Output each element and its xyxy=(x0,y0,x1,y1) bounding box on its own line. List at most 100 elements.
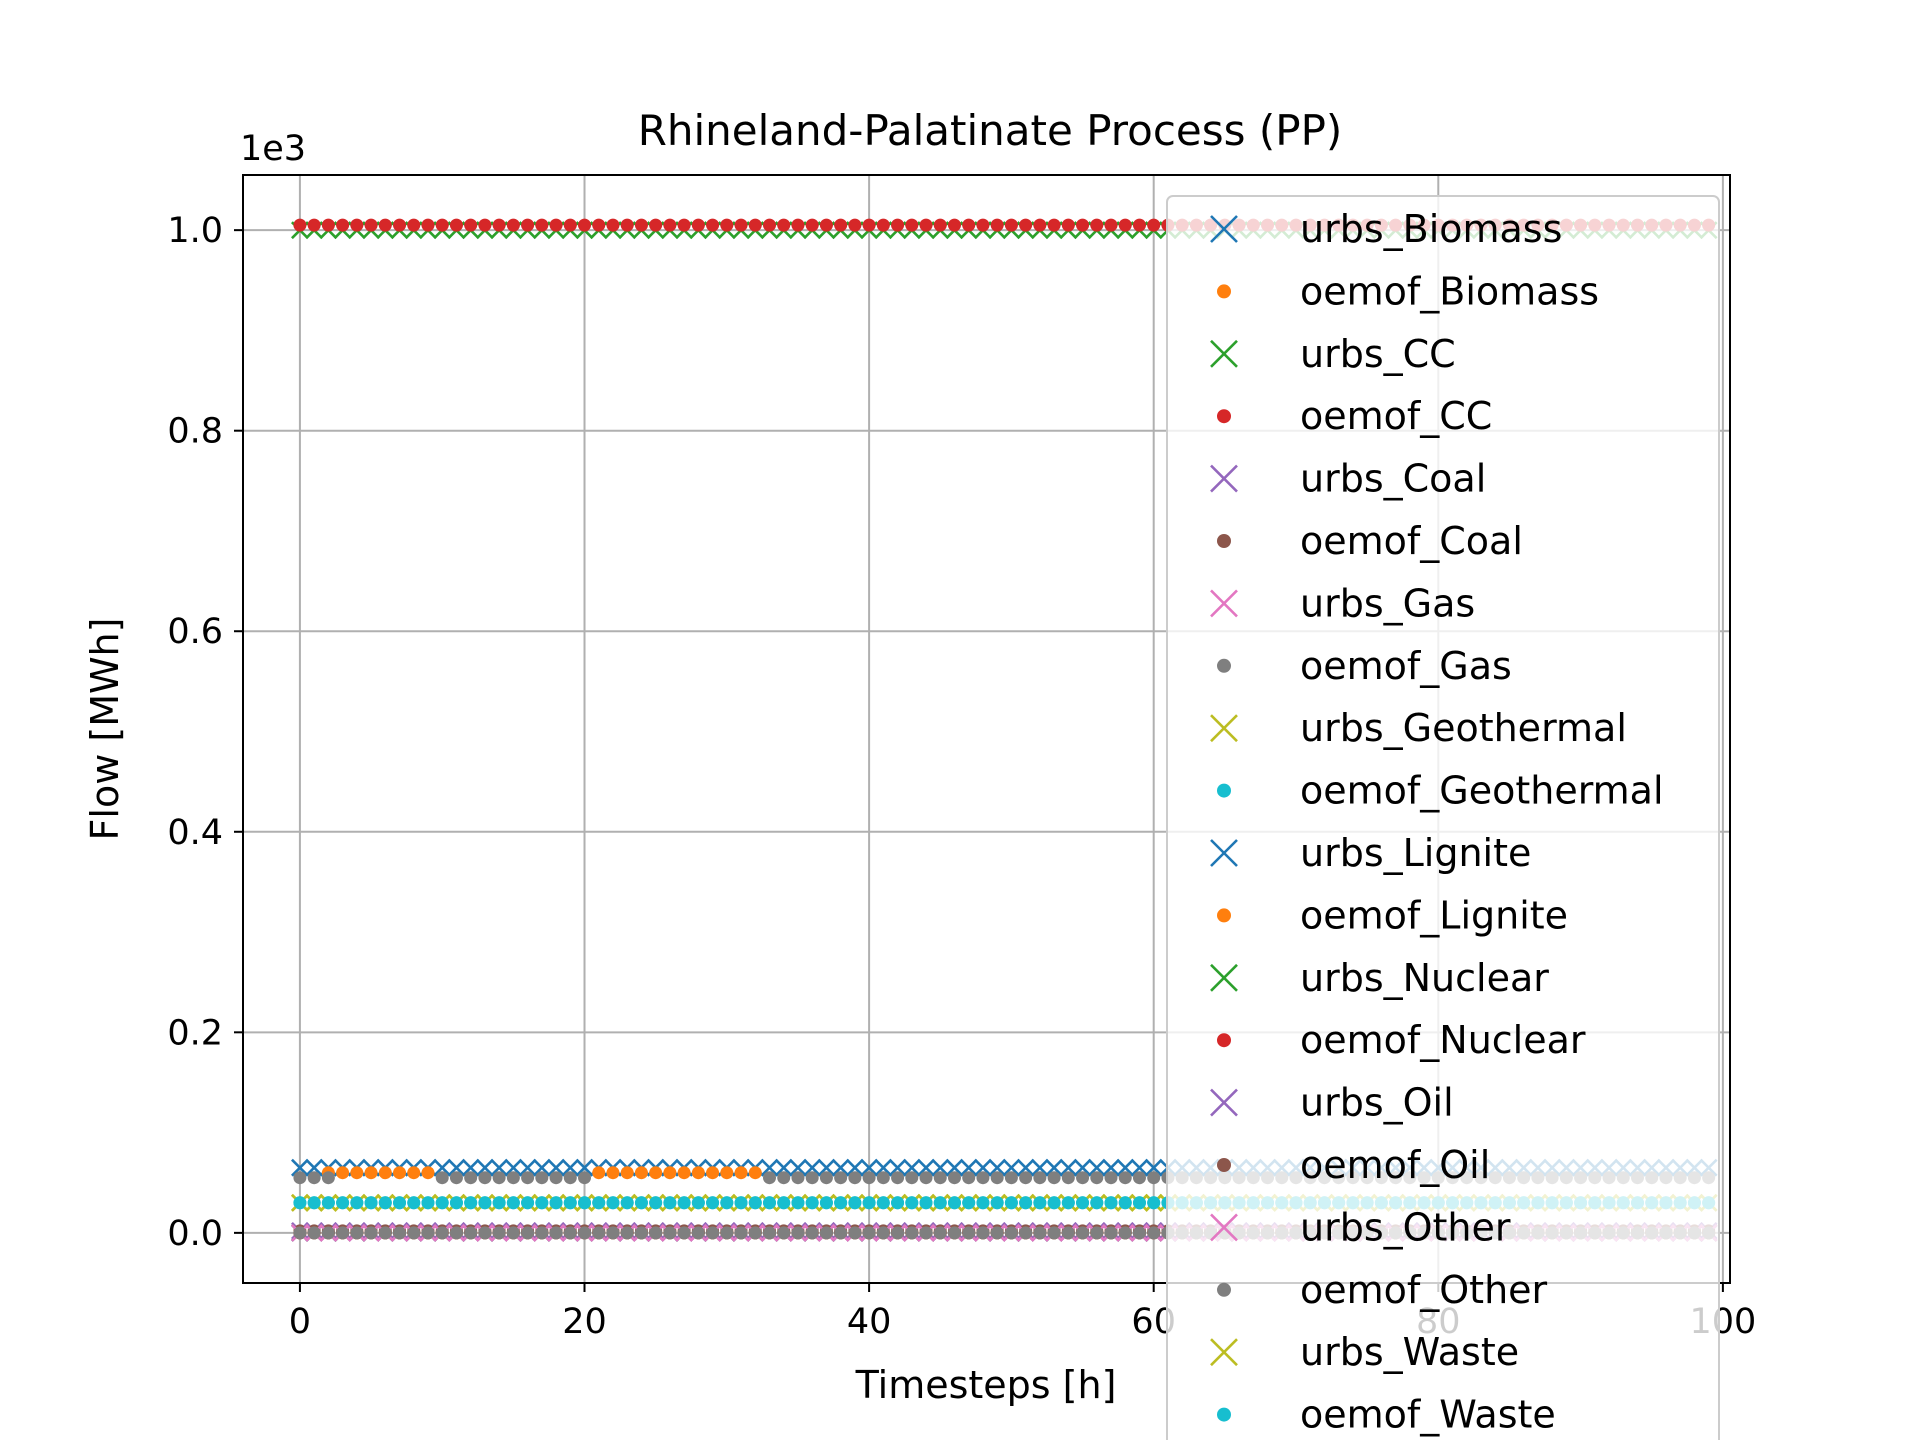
x-tick-label: 20 xyxy=(562,1302,607,1342)
data-point xyxy=(848,1171,862,1185)
data-point xyxy=(464,218,478,232)
data-point xyxy=(876,1226,890,1240)
y-tick-label: 0.4 xyxy=(167,813,223,853)
data-point xyxy=(1019,1171,1033,1185)
data-point xyxy=(933,1171,947,1185)
data-point xyxy=(1030,1158,1049,1177)
legend-item: oemof_Coal xyxy=(1217,519,1523,563)
data-point xyxy=(976,1196,990,1210)
data-point xyxy=(293,1226,307,1240)
legend-label: oemof_Other xyxy=(1300,1268,1548,1312)
data-point xyxy=(364,218,378,232)
data-point xyxy=(378,1166,392,1180)
data-point xyxy=(563,1196,577,1210)
legend-item: urbs_Other xyxy=(1210,1205,1511,1249)
data-point xyxy=(734,218,748,232)
data-point xyxy=(563,1226,577,1240)
data-point xyxy=(578,218,592,232)
data-point xyxy=(1059,1158,1078,1177)
data-point xyxy=(592,218,606,232)
data-point xyxy=(1104,1226,1118,1240)
data-point xyxy=(1033,218,1047,232)
data-point xyxy=(691,1166,705,1180)
legend-label: oemof_Biomass xyxy=(1300,269,1599,313)
data-point xyxy=(393,1166,407,1180)
legend-label: oemof_Waste xyxy=(1300,1393,1556,1437)
data-point xyxy=(962,1226,976,1240)
data-point xyxy=(561,1158,580,1177)
data-point xyxy=(435,1171,449,1185)
legend-label: urbs_Waste xyxy=(1300,1330,1519,1374)
data-point xyxy=(563,218,577,232)
legend-marker xyxy=(1217,908,1231,923)
y-axis-label: Flow [MWh] xyxy=(83,618,127,841)
data-point xyxy=(1104,1171,1118,1185)
data-point xyxy=(492,218,506,232)
legend-label: oemof_Lignite xyxy=(1300,893,1568,937)
data-point xyxy=(805,1196,819,1210)
data-point xyxy=(834,1196,848,1210)
legend-marker xyxy=(1210,839,1238,867)
data-point xyxy=(1047,1196,1061,1210)
data-point xyxy=(1016,1158,1035,1177)
legend-item: urbs_CC xyxy=(1210,332,1456,376)
data-point xyxy=(1118,218,1132,232)
data-point xyxy=(1104,218,1118,232)
data-point xyxy=(1147,1171,1161,1185)
data-point xyxy=(931,1158,950,1177)
legend-label: oemof_Gas xyxy=(1300,644,1512,688)
data-point xyxy=(1102,1158,1120,1177)
data-point xyxy=(762,1226,776,1240)
data-point xyxy=(691,1196,705,1210)
data-point xyxy=(578,1226,592,1240)
legend-marker xyxy=(1210,1338,1238,1367)
data-point xyxy=(364,1166,378,1180)
data-point xyxy=(1033,1226,1047,1240)
legend-item: urbs_Lignite xyxy=(1210,831,1531,875)
legend-marker xyxy=(1210,215,1238,243)
data-point xyxy=(649,1196,663,1210)
data-point xyxy=(819,1171,833,1185)
data-point xyxy=(891,1226,905,1240)
data-point xyxy=(1104,1196,1118,1210)
data-point xyxy=(860,1158,879,1177)
data-point xyxy=(535,218,549,232)
data-point xyxy=(620,1166,634,1180)
data-point xyxy=(1002,1158,1021,1177)
legend-label: urbs_Nuclear xyxy=(1300,956,1549,1000)
data-point xyxy=(891,218,905,232)
data-point xyxy=(862,1171,876,1185)
data-point xyxy=(393,1226,407,1240)
data-point xyxy=(1076,218,1090,232)
legend-item: oemof_Geothermal xyxy=(1217,769,1664,813)
legend-marker xyxy=(1210,464,1238,493)
data-point xyxy=(862,1226,876,1240)
data-point xyxy=(1118,1226,1132,1240)
legend-item: urbs_Coal xyxy=(1210,457,1486,501)
data-point xyxy=(677,1166,691,1180)
data-point xyxy=(407,1226,421,1240)
data-point xyxy=(1061,1196,1075,1210)
y-tick-label: 0.2 xyxy=(167,1013,223,1053)
data-point xyxy=(774,1158,793,1177)
data-point xyxy=(1073,1158,1092,1177)
data-point xyxy=(777,1171,791,1185)
legend-marker xyxy=(1210,714,1238,743)
data-point xyxy=(290,1158,309,1177)
data-point xyxy=(549,1171,563,1185)
data-point xyxy=(947,1196,961,1210)
data-point xyxy=(848,1196,862,1210)
data-point xyxy=(947,218,961,232)
data-point xyxy=(578,1171,592,1185)
data-point xyxy=(293,1196,307,1210)
data-point xyxy=(336,1226,350,1240)
data-point xyxy=(518,1158,537,1177)
data-point xyxy=(1144,1158,1163,1177)
legend-item: oemof_Gas xyxy=(1217,644,1512,688)
data-point xyxy=(862,218,876,232)
x-tick-label: 40 xyxy=(847,1302,892,1342)
data-point xyxy=(962,1196,976,1210)
data-point xyxy=(760,1158,779,1177)
data-point xyxy=(819,1226,833,1240)
